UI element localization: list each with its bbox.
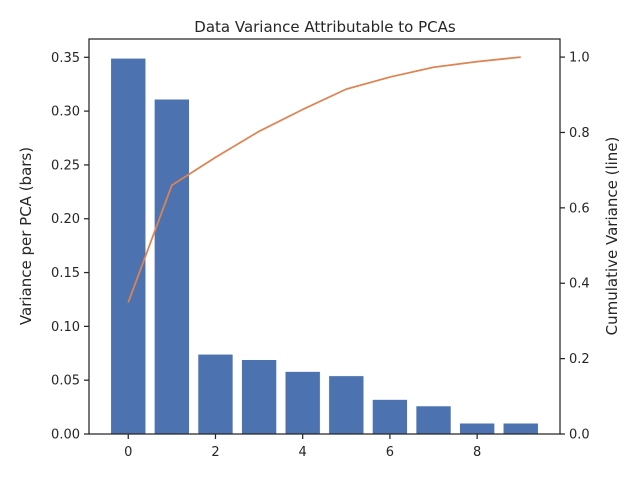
y2-tick-label: 0.6 <box>569 201 590 216</box>
y-tick-label: 0.35 <box>51 51 80 66</box>
y-axis-left: 0.00 0.05 0.10 0.15 0.20 0.25 0.30 0.35 <box>51 51 89 443</box>
bar-series <box>110 58 539 435</box>
y-tick-label: 0.25 <box>51 158 80 173</box>
bar-pca-5 <box>328 375 365 435</box>
y-axis-left-label: Variance per PCA (bars) <box>17 147 35 325</box>
y-tick-label: 0.05 <box>51 374 80 389</box>
y2-tick-label: 0.4 <box>569 277 590 292</box>
x-tick-label: 4 <box>299 445 307 460</box>
bar-pca-2 <box>197 354 234 435</box>
y-axis-right-label: Cumulative Variance (line) <box>603 137 621 336</box>
y2-tick-label: 1.0 <box>569 51 590 66</box>
bar-pca-3 <box>241 359 277 435</box>
x-tick-label: 8 <box>473 445 481 460</box>
cumulative-line-series <box>127 56 521 303</box>
cumulative-line <box>127 56 521 303</box>
x-axis: 0 2 4 6 8 <box>124 434 481 460</box>
plot-frame <box>88 38 561 435</box>
bar-pca-6 <box>372 399 408 435</box>
y2-tick-label: 0.2 <box>569 352 590 367</box>
bar-pca-0 <box>110 58 146 435</box>
bar-pca-8 <box>459 422 495 435</box>
bar-pca-7 <box>415 405 452 435</box>
bar-pca-9 <box>503 422 539 435</box>
y2-tick-label: 0.8 <box>569 126 590 141</box>
y-tick-label: 0.10 <box>51 320 80 335</box>
x-tick-label: 0 <box>124 445 132 460</box>
y-tick-label: 0.20 <box>51 212 80 227</box>
y2-tick-label: 0.0 <box>569 428 590 443</box>
y-tick-label: 0.30 <box>51 105 80 120</box>
chart-title: Data Variance Attributable to PCAs <box>194 18 456 36</box>
bar-pca-4 <box>285 371 321 435</box>
y-tick-label: 0.00 <box>51 428 80 443</box>
x-tick-label: 6 <box>386 445 394 460</box>
bar-pca-1 <box>154 99 190 435</box>
x-tick-label: 2 <box>211 445 219 460</box>
y-axis-right: 0.0 0.2 0.4 0.6 0.8 1.0 <box>560 51 590 443</box>
y-tick-label: 0.15 <box>51 266 80 281</box>
